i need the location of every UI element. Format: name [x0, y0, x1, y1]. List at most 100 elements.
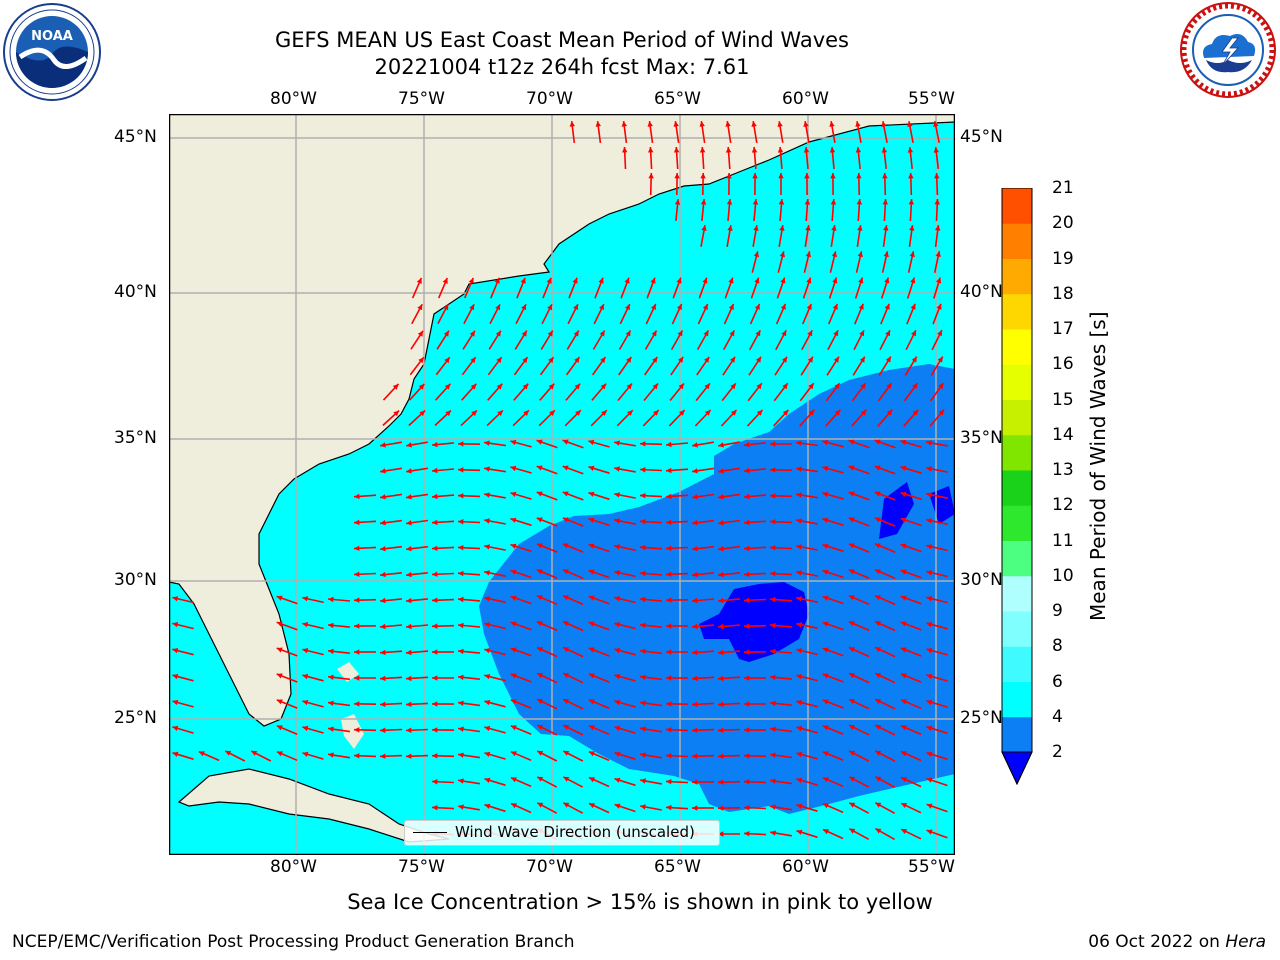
wave-direction-arrow-head — [666, 519, 672, 525]
wave-direction-arrow-head — [521, 330, 527, 337]
wave-direction-arrow-head — [926, 440, 932, 446]
wave-direction-arrow-head — [881, 147, 888, 153]
wave-direction-arrow-head — [901, 803, 908, 808]
wave-direction-arrow-head — [588, 647, 595, 653]
wave-direction-arrow-head — [406, 753, 412, 759]
wave-direction-arrow-head — [781, 330, 787, 337]
wave-direction-arrow-head — [537, 725, 544, 730]
wave-direction-arrow-head — [666, 545, 672, 551]
wave-direction-arrow-head — [926, 544, 933, 550]
wave-direction-arrow-head — [780, 303, 786, 310]
wave-direction-arrow-head — [510, 465, 517, 472]
wave-direction-arrow-head — [770, 519, 776, 525]
wave-direction-arrow-head — [621, 121, 627, 127]
wave-direction-arrow-head — [614, 777, 621, 783]
wave-direction-arrow-head — [406, 649, 412, 656]
wave-direction-arrow-head — [718, 727, 724, 733]
wave-direction-arrow-head — [562, 465, 569, 471]
wave-direction-arrow-head — [770, 467, 776, 473]
wave-direction-arrow-head — [756, 409, 763, 416]
wave-direction-arrow-head — [937, 356, 943, 363]
colorbar-tick-label: 13 — [1052, 460, 1074, 480]
wave-direction-arrow-head — [494, 277, 500, 284]
wave-direction-arrow-head — [548, 383, 555, 390]
wave-direction-arrow-head — [537, 751, 544, 756]
wave-direction-arrow-head — [640, 778, 646, 784]
wave-direction-arrow-head — [770, 700, 776, 707]
wave-direction-arrow-head — [926, 647, 933, 654]
wave-direction-arrow-head — [458, 726, 464, 732]
wave-direction-arrow-head — [730, 410, 737, 416]
wave-direction-arrow-head — [822, 647, 829, 653]
wave-direction-arrow-head — [756, 383, 762, 390]
wave-direction-arrow-head — [666, 441, 672, 448]
wave-direction-arrow-head — [822, 543, 829, 549]
wave-direction-arrow-head — [718, 623, 724, 630]
wave-direction-arrow-head — [406, 520, 412, 526]
map-title: GEFS MEAN US East Coast Mean Period of W… — [275, 28, 849, 52]
colorbar-swatch — [1002, 223, 1032, 259]
wave-direction-arrow-head — [849, 673, 855, 679]
wave-direction-arrow-head — [900, 569, 907, 575]
wave-direction-arrow-head — [537, 699, 544, 704]
wave-direction-arrow-head — [536, 465, 543, 471]
wave-direction-arrow-head — [885, 356, 891, 363]
wave-direction-arrow-head — [172, 725, 179, 731]
lat-tick-left: 25°N — [114, 708, 157, 728]
wave-direction-arrow-head — [875, 725, 882, 730]
wave-direction-arrow-head — [858, 277, 864, 284]
colorbar-labels: 2 4 6 8 9 10 11 12 13 14 15 16 17 18 19 20 21 — [1052, 178, 1092, 778]
wave-direction-arrow-head — [822, 673, 829, 679]
wave-direction-arrow-head — [484, 777, 491, 783]
lon-tick-top: 80°W — [270, 89, 317, 109]
wave-direction-arrow-head — [443, 330, 449, 337]
wave-direction-arrow-head — [458, 752, 464, 758]
wave-direction-arrow-head — [692, 805, 698, 811]
wave-direction-arrow-head — [563, 802, 570, 808]
date-line: 06 Oct 2022 on Hera — [1088, 932, 1266, 952]
wave-direction-arrow-head — [302, 596, 309, 602]
wave-direction-arrow-head — [912, 383, 918, 389]
colorbar-swatch — [1002, 716, 1032, 753]
lon-tick-top: 65°W — [654, 89, 701, 109]
wave-direction-arrow-head — [458, 674, 464, 681]
wave-direction-arrow-head — [874, 569, 881, 575]
wave-direction-arrow-head — [702, 277, 708, 284]
wave-direction-arrow-head — [354, 727, 360, 733]
wave-direction-arrow-head — [444, 383, 451, 390]
wave-direction-arrow-head — [751, 121, 757, 127]
wave-direction-arrow-head — [704, 383, 710, 390]
wave-direction-arrow-head — [692, 675, 698, 682]
wave-direction-arrow-head — [692, 520, 698, 526]
wave-direction-arrow-head — [692, 779, 698, 785]
wave-direction-arrow-head — [718, 571, 724, 578]
land-nova-scotia — [649, 128, 789, 192]
wave-direction-arrow-head — [432, 467, 438, 474]
wave-direction-arrow-head — [848, 439, 855, 445]
colorbar-swatches — [1001, 187, 1033, 786]
wave-direction-arrow-head — [458, 596, 464, 603]
wave-direction-arrow-head — [588, 621, 595, 627]
wave-direction-arrow-head — [563, 673, 570, 678]
wave-direction-arrow-head — [650, 304, 656, 310]
wave-direction-arrow-head — [614, 570, 621, 576]
wave-direction-arrow-head — [796, 674, 803, 680]
wave-direction-arrow-head — [626, 383, 632, 390]
wave-direction-arrow-head — [432, 519, 438, 526]
wave-direction-arrow-head — [276, 595, 283, 601]
wave-direction-arrow-head — [744, 649, 750, 655]
wave-direction-arrow-head — [911, 356, 917, 363]
wave-direction-arrow-head — [848, 569, 855, 575]
wave-direction-arrow-head — [640, 518, 646, 525]
wave-direction-arrow-head — [926, 518, 932, 524]
wave-direction-arrow-head — [796, 518, 802, 524]
wave-direction-arrow-head — [468, 277, 474, 284]
wave-direction-arrow-head — [666, 493, 672, 500]
wave-direction-arrow-head — [354, 623, 360, 629]
wave-direction-arrow-head — [432, 545, 438, 551]
wave-direction-arrow-head — [537, 802, 544, 808]
wave-direction-arrow-head — [796, 544, 802, 550]
wave-direction-arrow-head — [874, 491, 881, 497]
wave-direction-arrow-head — [380, 597, 386, 604]
wave-direction-arrow-head — [536, 439, 543, 445]
